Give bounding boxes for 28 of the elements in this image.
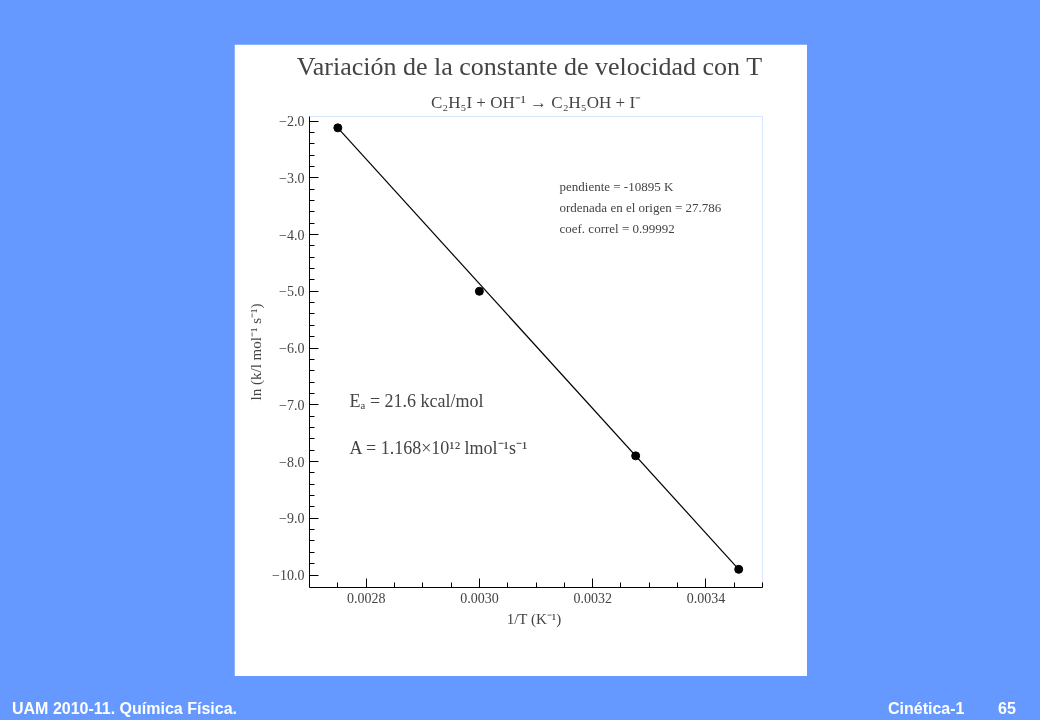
x-tick-label: 0.0032 [573, 590, 612, 606]
y-tick-label: −10.0 [272, 568, 305, 584]
x-tick-label: 0.0034 [686, 590, 726, 606]
chart-subtitle: C₂H₅I + OH⁻¹ → C₂H₅OH + I⁻ [430, 92, 642, 112]
y-tick-label: −2.0 [279, 114, 305, 130]
y-tick-label: −3.0 [279, 170, 305, 186]
y-tick-label: −6.0 [279, 341, 305, 357]
x-tick-label: 0.0028 [346, 590, 386, 606]
x-axis-title: 1/T (K⁻¹) [506, 610, 562, 628]
y-tick-label: −7.0 [279, 397, 305, 413]
point [474, 286, 484, 296]
y-tick-label: −5.0 [279, 284, 305, 300]
text: Cinética-1 [888, 699, 965, 719]
y-axis-title: ln (k/l mol⁻¹ s⁻¹) [248, 303, 266, 401]
y-tick-label: −8.0 [279, 454, 305, 470]
annotation: coef. correl = 0.99992 [559, 220, 675, 236]
point [333, 123, 343, 133]
y-tick-label: −9.0 [279, 511, 305, 527]
annotation: Eₐ = 21.6 kcal/mol [349, 390, 484, 411]
point [734, 564, 744, 574]
text: UAM 2010-11. Química Física. [12, 699, 237, 719]
annotation: pendiente = -10895 K [559, 178, 674, 194]
x-tick-label: 0.0030 [460, 590, 499, 606]
chart-title: Variación de la constante de velocidad con T [296, 51, 763, 81]
y-tick-label: −4.0 [279, 227, 305, 243]
text: 65 [998, 699, 1016, 719]
annotation: ordenada en el origen = 27.786 [559, 199, 722, 215]
annotation: A = 1.168×10¹² lmol⁻¹s⁻¹ [349, 437, 528, 458]
